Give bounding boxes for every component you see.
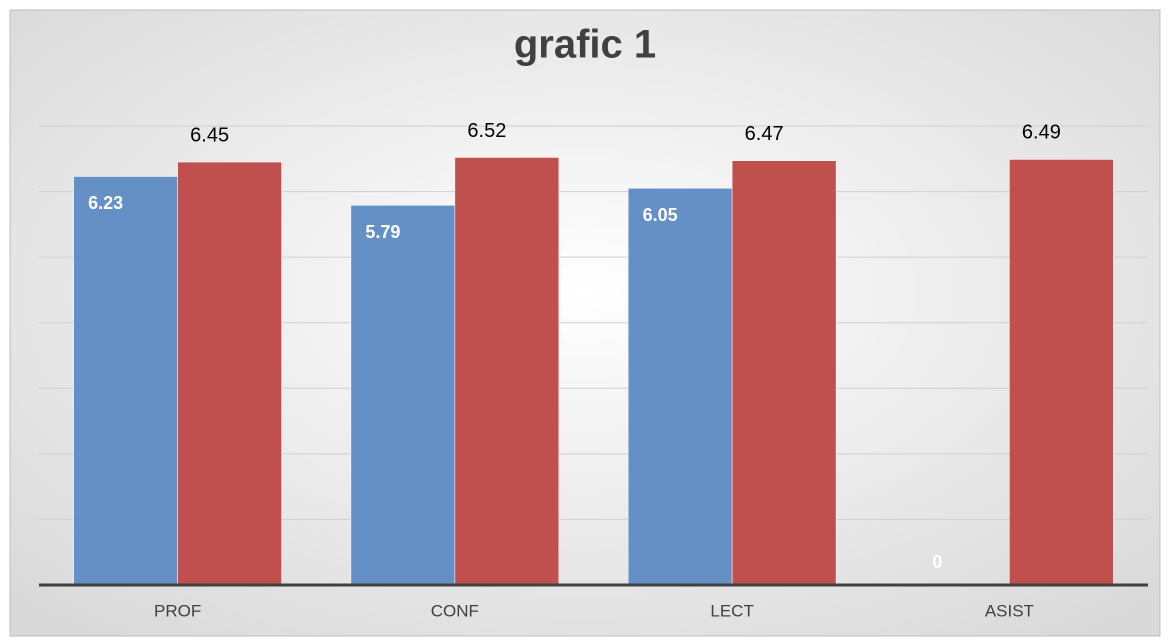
x-tick-label: ASIST bbox=[985, 601, 1034, 620]
data-label: 6.52 bbox=[467, 120, 506, 142]
bar bbox=[627, 188, 733, 586]
bar bbox=[177, 161, 282, 586]
x-tick-label: PROF bbox=[154, 601, 201, 620]
data-label: 6.47 bbox=[745, 123, 784, 145]
bar bbox=[731, 160, 837, 586]
x-tick-label: CONF bbox=[431, 601, 479, 620]
bar bbox=[454, 157, 560, 586]
bar bbox=[73, 176, 178, 586]
data-label: 6.23 bbox=[88, 193, 123, 213]
data-label: 0 bbox=[932, 552, 942, 572]
data-label: 6.05 bbox=[643, 205, 678, 225]
chart-title: grafic 1 bbox=[514, 23, 656, 67]
data-label: 5.79 bbox=[365, 222, 400, 242]
bar bbox=[1009, 159, 1114, 586]
data-label: 6.49 bbox=[1022, 122, 1061, 144]
data-label: 6.45 bbox=[190, 124, 229, 146]
bar bbox=[350, 205, 456, 586]
x-tick-label: LECT bbox=[710, 601, 753, 620]
